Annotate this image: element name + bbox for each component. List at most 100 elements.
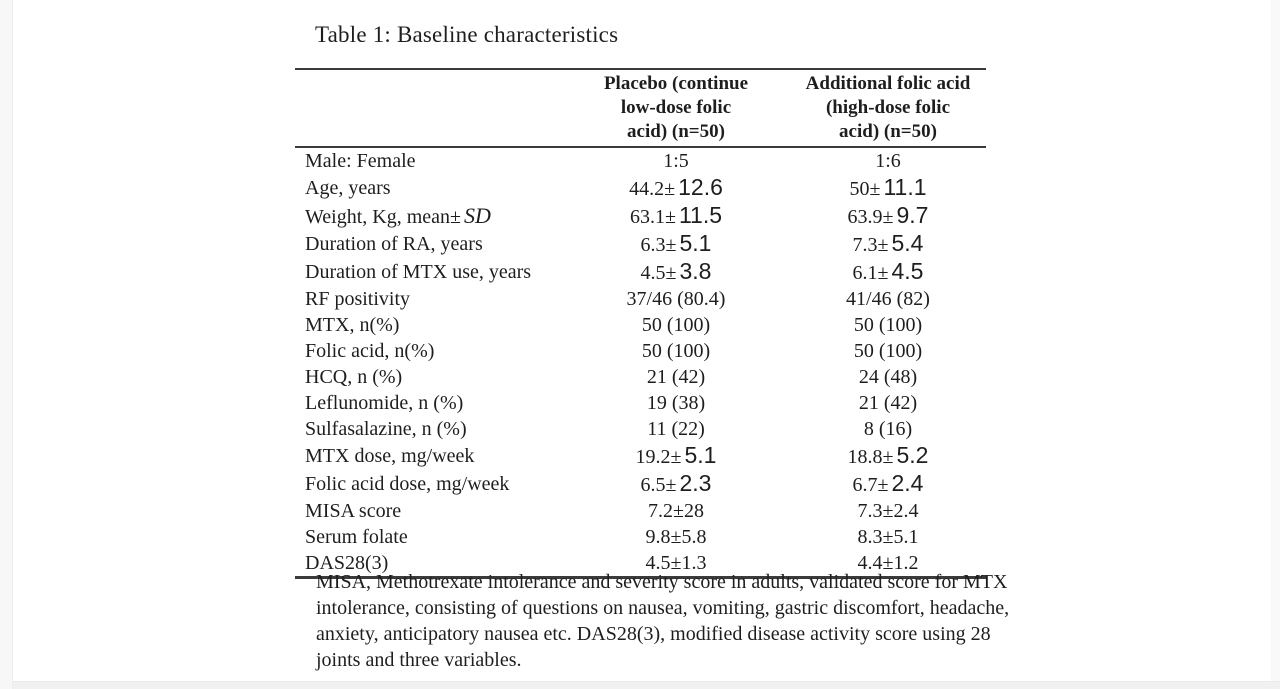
row-label-text: RF positivity: [305, 288, 411, 310]
additional-folic-value-sd: 5.4: [891, 230, 924, 256]
additional-folic-value: 18.8± 5.2: [790, 442, 986, 470]
placebo-value-text: 37/46 (80.4): [626, 288, 726, 310]
placebo-value-text: 11 (22): [647, 418, 705, 440]
table-row: Sulfasalazine, n (%) 11 (22) 8 (16): [295, 416, 986, 442]
table-row: HCQ, n (%) 21 (42) 24 (48): [295, 364, 986, 390]
table-row: MISA score 7.2±28 7.3±2.4: [295, 498, 986, 524]
placebo-value: 50 (100): [562, 338, 790, 364]
row-label-text: Age, years: [305, 177, 391, 199]
additional-folic-value: 50± 11.1: [790, 174, 986, 202]
additional-folic-value-text: 8.3±5.1: [857, 526, 919, 548]
placebo-value: 19.2± 5.1: [562, 442, 790, 470]
table-row: Serum folate 9.8±5.8 8.3±5.1: [295, 524, 986, 550]
placebo-value-sd: 2.3: [679, 470, 712, 496]
table-row: Age, years 44.2± 12.6 50± 11.1: [295, 174, 986, 202]
column-header-placebo-label: Placebo (continue low-dose folic acid) (…: [603, 73, 749, 142]
table-body: Male: Female 1:5 1:6 Age, years 44.2± 12.…: [295, 147, 986, 578]
placebo-value-sd: 5.1: [684, 442, 717, 468]
row-label-text: MISA score: [305, 500, 402, 522]
placebo-value: 4.5±1.3: [562, 550, 790, 578]
placebo-value-sd: 3.8: [679, 258, 712, 284]
row-label: Serum folate: [295, 524, 562, 550]
table-row: MTX dose, mg/week 19.2± 5.1 18.8± 5.2: [295, 442, 986, 470]
page-left-margin: [0, 0, 13, 689]
row-label: HCQ, n (%): [295, 364, 562, 390]
additional-folic-value: 7.3±2.4: [790, 498, 986, 524]
additional-folic-value: 50 (100): [790, 338, 986, 364]
placebo-value-text: 4.5±: [640, 262, 677, 284]
placebo-value: 63.1± 11.5: [562, 202, 790, 230]
additional-folic-value-text: 8 (16): [863, 418, 913, 440]
table-row: MTX, n(%) 50 (100) 50 (100): [295, 312, 986, 338]
placebo-value: 6.5± 2.3: [562, 470, 790, 498]
placebo-value: 19 (38): [562, 390, 790, 416]
baseline-characteristics-table: Placebo (continue low-dose folic acid) (…: [295, 68, 986, 579]
placebo-value: 1:5: [562, 147, 790, 174]
table-row: Folic acid, n(%) 50 (100) 50 (100): [295, 338, 986, 364]
additional-folic-value-text: 24 (48): [858, 366, 918, 388]
placebo-value-text: 44.2±: [629, 178, 676, 200]
table-row: Male: Female 1:5 1:6: [295, 147, 986, 174]
additional-folic-value-text: 41/46 (82): [846, 288, 930, 310]
placebo-value-text: 50 (100): [641, 314, 711, 336]
placebo-value: 37/46 (80.4): [562, 286, 790, 312]
placebo-value-text: 1:5: [663, 150, 689, 172]
row-label-text: Serum folate: [305, 526, 408, 548]
row-label: Duration of MTX use, years: [295, 258, 562, 286]
placebo-value-text: 7.2±28: [648, 500, 704, 522]
table-caption: Table 1: Baseline characteristics: [315, 22, 619, 47]
additional-folic-value: 41/46 (82): [790, 286, 986, 312]
table-row: Weight, Kg, mean± SD 63.1± 11.5 63.9± 9.7: [295, 202, 986, 230]
column-header-additional-folic-label: Additional folic acid (high-dose folic a…: [805, 73, 971, 142]
row-label: Folic acid, n(%): [295, 338, 562, 364]
row-label: Duration of RA, years: [295, 230, 562, 258]
row-label: RF positivity: [295, 286, 562, 312]
additional-folic-value-sd: 2.4: [891, 470, 924, 496]
placebo-value-text: 21 (42): [646, 366, 706, 388]
row-label: Sulfasalazine, n (%): [295, 416, 562, 442]
placebo-value-sd: 12.6: [678, 174, 723, 200]
placebo-value-text: 9.8±5.8: [645, 526, 707, 548]
row-label-italic: SD: [464, 202, 491, 228]
placebo-value-text: 6.3±: [640, 234, 677, 256]
placebo-value-text: 19.2±: [635, 446, 682, 468]
row-label-text: DAS28(3): [305, 552, 389, 574]
page-bottom-margin: [13, 681, 1280, 689]
row-label-text: Leflunomide, n (%): [305, 392, 464, 414]
table-row: Folic acid dose, mg/week 6.5± 2.3 6.7± 2.4: [295, 470, 986, 498]
placebo-value-text: 4.5±1.3: [645, 552, 707, 574]
row-label: Weight, Kg, mean± SD: [295, 202, 562, 230]
header-row: Placebo (continue low-dose folic acid) (…: [295, 69, 986, 147]
row-label: Male: Female: [295, 147, 562, 174]
additional-folic-value-text: 6.1±: [852, 262, 889, 284]
placebo-value: 4.5± 3.8: [562, 258, 790, 286]
placebo-value: 21 (42): [562, 364, 790, 390]
placebo-value: 11 (22): [562, 416, 790, 442]
additional-folic-value-text: 18.8±: [847, 446, 894, 468]
additional-folic-value-sd: 4.5: [891, 258, 924, 284]
additional-folic-value-sd: 5.2: [896, 442, 929, 468]
row-label-text: Folic acid dose, mg/week: [305, 473, 510, 495]
additional-folic-value-text: 63.9±: [847, 206, 894, 228]
row-label-text: Male: Female: [305, 150, 416, 172]
additional-folic-value-text: 4.4±1.2: [857, 552, 919, 574]
row-label-text: Duration of MTX use, years: [305, 261, 532, 283]
additional-folic-value: 63.9± 9.7: [790, 202, 986, 230]
row-label-text: HCQ, n (%): [305, 366, 403, 388]
placebo-value: 6.3± 5.1: [562, 230, 790, 258]
additional-folic-value: 1:6: [790, 147, 986, 174]
additional-folic-value: 8.3±5.1: [790, 524, 986, 550]
table-row: Duration of MTX use, years 4.5± 3.8 6.1± 4…: [295, 258, 986, 286]
additional-folic-value-text: 6.7±: [852, 474, 889, 496]
placebo-value-text: 63.1±: [629, 206, 676, 228]
additional-folic-value: 24 (48): [790, 364, 986, 390]
row-label-text: MTX dose, mg/week: [305, 445, 475, 467]
row-label: MTX dose, mg/week: [295, 442, 562, 470]
row-label: DAS28(3): [295, 550, 562, 578]
row-label-text: Duration of RA, years: [305, 233, 483, 255]
page-right-margin: [1271, 0, 1280, 689]
table-footnote: MISA, Methotrexate intolerance and sever…: [316, 571, 1010, 671]
additional-folic-value-text: 7.3±: [852, 234, 889, 256]
row-label-text: Folic acid, n(%): [305, 340, 435, 362]
additional-folic-value-text: 21 (42): [858, 392, 918, 414]
